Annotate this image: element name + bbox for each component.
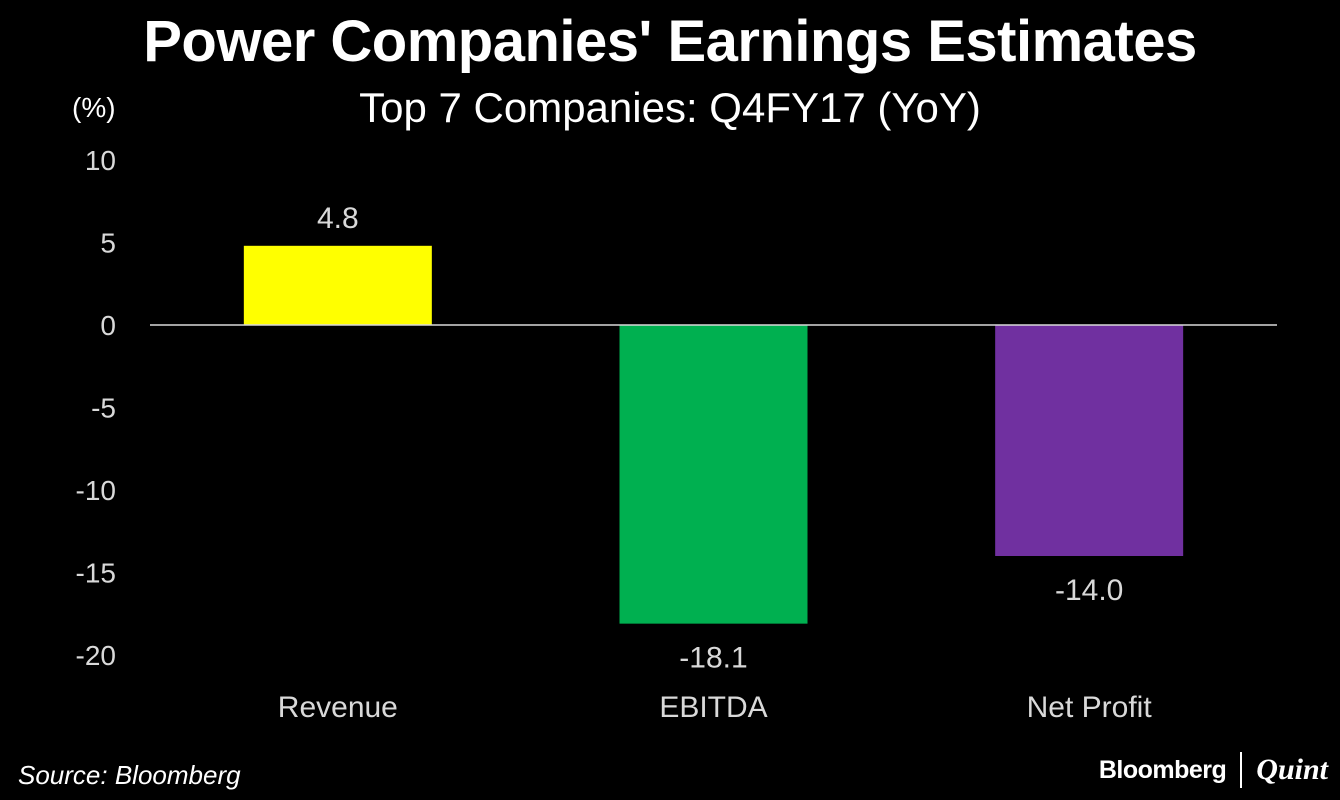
brand-divider: [1240, 752, 1243, 788]
bar-net-profit: [995, 325, 1184, 556]
data-label: -18.1: [679, 642, 747, 675]
y-tick-label: 5: [100, 228, 116, 259]
y-tick-label: -20: [76, 640, 116, 671]
brand-quint: Quint: [1256, 753, 1328, 786]
y-tick-label: -15: [76, 558, 116, 589]
category-label: EBITDA: [659, 691, 767, 724]
chart-title: Power Companies' Earnings Estimates: [143, 9, 1197, 74]
brand-logo: Bloomberg Quint: [1099, 752, 1328, 788]
category-label: Revenue: [278, 691, 398, 724]
y-tick-label: 0: [100, 310, 116, 341]
source-note: Source: Bloomberg: [18, 760, 241, 790]
category-label: Net Profit: [1027, 691, 1153, 724]
bar-revenue: [243, 245, 432, 325]
data-label: -14.0: [1055, 574, 1123, 607]
brand-bloomberg: Bloomberg: [1098, 755, 1227, 784]
y-tick-label: -5: [91, 393, 116, 424]
bar-ebitda: [619, 325, 808, 624]
chart-subtitle: Top 7 Companies: Q4FY17 (YoY): [359, 84, 981, 131]
data-label: 4.8: [317, 202, 359, 235]
y-tick-label: 10: [85, 145, 116, 176]
y-axis-unit: (%): [72, 92, 116, 123]
y-tick-label: -10: [76, 475, 116, 506]
